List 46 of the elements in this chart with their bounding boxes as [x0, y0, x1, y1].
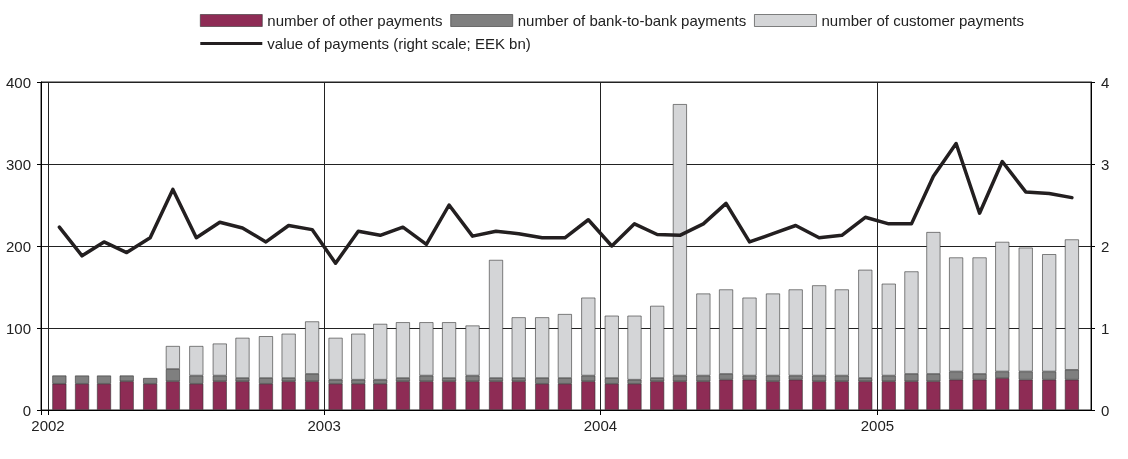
bar [328, 337, 343, 380]
x-tick-label: 2002 [31, 417, 65, 434]
y-tick-label: 300 [5, 155, 31, 173]
y2-tick-label: 0 [1101, 401, 1110, 419]
x-tick-label: 2004 [583, 417, 618, 434]
bar [395, 322, 410, 379]
bar [650, 305, 665, 379]
y-tick-label: 400 [5, 73, 31, 91]
x-tick-label: 2005 [860, 417, 895, 434]
bar [788, 379, 803, 410]
bar [489, 259, 503, 379]
y-tick-label: 0 [22, 401, 31, 419]
bar [650, 381, 665, 410]
bar [328, 383, 343, 410]
bar [742, 297, 757, 376]
bar [858, 269, 873, 379]
bar [858, 381, 873, 410]
bar [788, 289, 803, 376]
legend-label: number of other payments [267, 12, 443, 29]
y-tick-label: 200 [5, 237, 31, 255]
bar [511, 381, 526, 410]
y2-tick-label: 4 [1101, 73, 1110, 91]
y2-tick-label: 2 [1101, 237, 1110, 255]
bar [627, 315, 642, 380]
bar [281, 333, 296, 379]
bar [235, 337, 250, 379]
bar [742, 379, 757, 410]
bar [351, 333, 366, 380]
bar [395, 381, 410, 410]
y2-tick-label: 1 [1101, 319, 1110, 337]
bar [351, 383, 366, 410]
bar [235, 381, 250, 410]
bar [511, 317, 526, 379]
bar [281, 381, 296, 410]
bar [373, 383, 388, 410]
y2-tick-label: 3 [1101, 155, 1110, 173]
legend-label: number of customer payments [821, 12, 1025, 29]
bar [489, 381, 503, 410]
bar [442, 322, 457, 379]
bar [373, 323, 388, 380]
bar [442, 381, 457, 410]
x-tick-label: 2003 [307, 417, 341, 434]
legend-label: number of bank-to-bank payments [517, 12, 747, 29]
legend-label: value of payments (right scale; EEK bn) [267, 35, 531, 52]
bar [627, 383, 642, 410]
y-tick-label: 100 [5, 319, 31, 337]
